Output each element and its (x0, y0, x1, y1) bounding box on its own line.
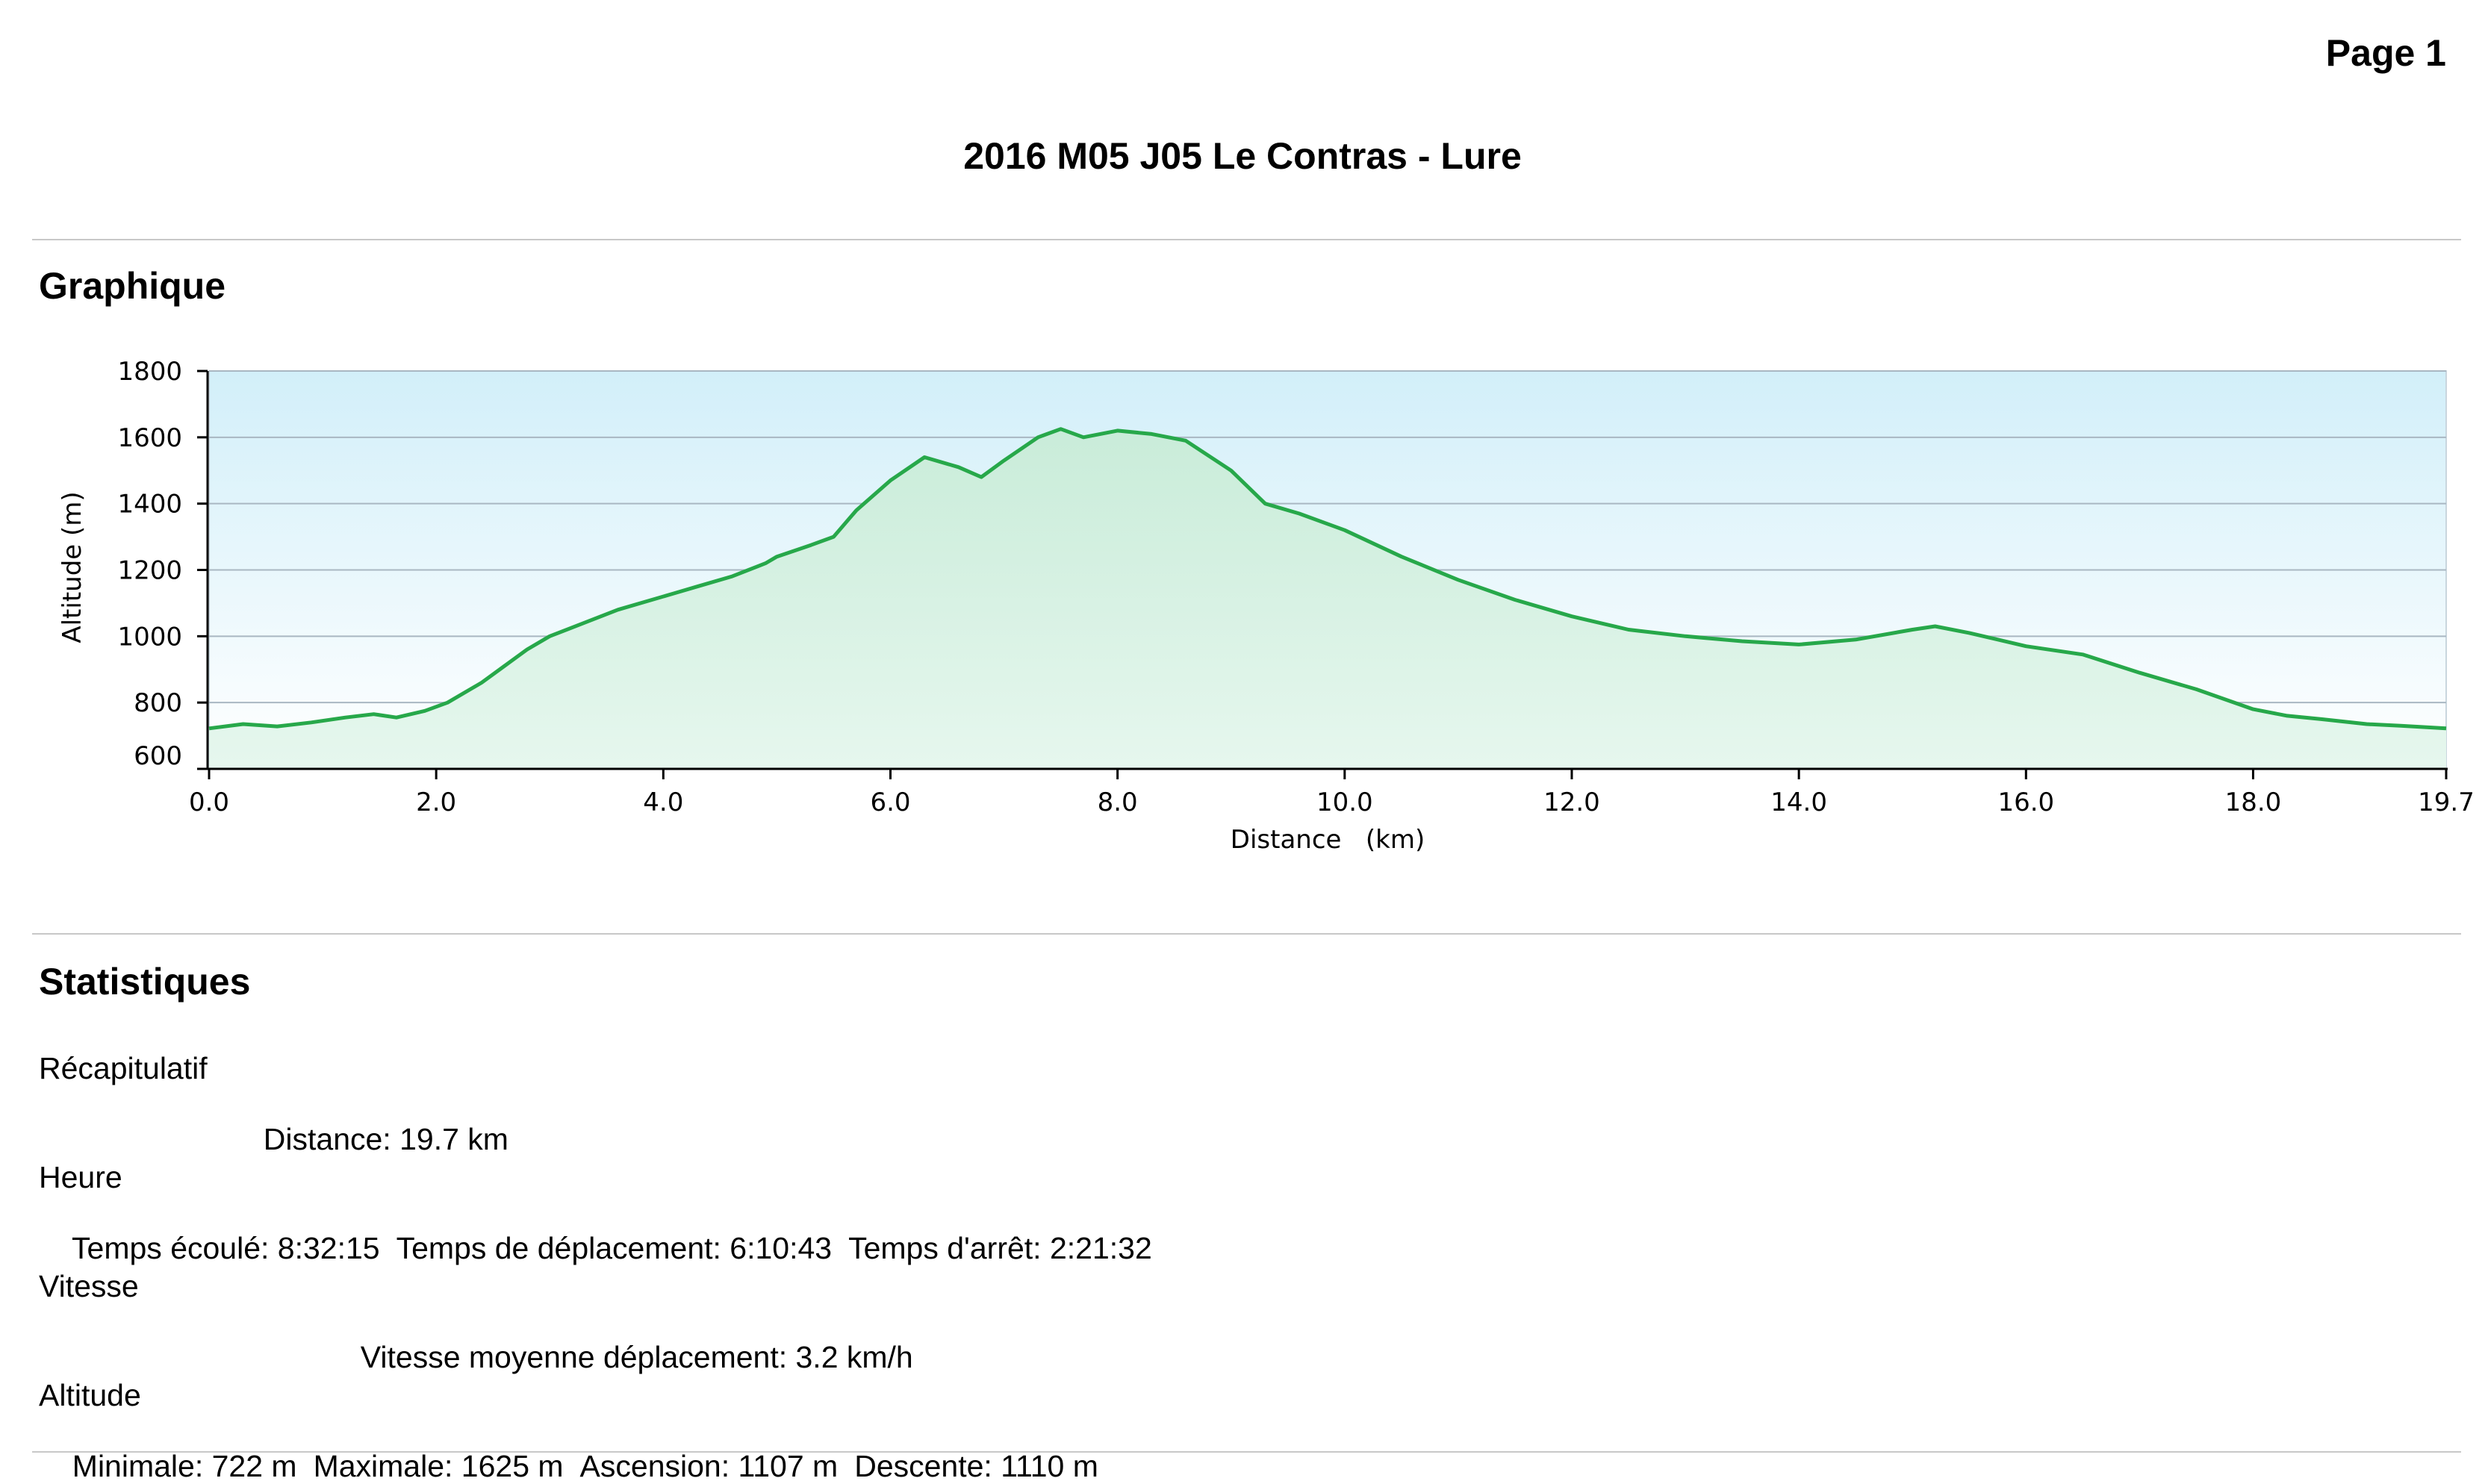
stopped-time-stat: Temps d'arrêt: 2:21:32 (848, 1231, 1152, 1265)
x-tick-label-4.0: 4.0 (643, 788, 683, 817)
x-tick-label-2.0: 2.0 (416, 788, 456, 817)
x-tick-label-18.0: 18.0 (2225, 788, 2282, 817)
x-tick-label-19.7: 19.7 (2418, 788, 2475, 817)
y-tick-label-1400: 1400 (117, 490, 182, 520)
x-tick-label-14.0: 14.0 (1770, 788, 1827, 817)
altitude-title: Altitude (39, 1378, 141, 1412)
y-ticks: 600 800 1000 1200 1400 1600 1800 (117, 357, 208, 771)
divider-bottom (32, 1451, 2461, 1453)
moving-time-stat: Temps de déplacement: 6:10:43 (396, 1231, 833, 1265)
elevation-area (209, 428, 2446, 769)
divider-middle (32, 933, 2461, 935)
y-tick-label-600: 600 (134, 741, 182, 771)
elapsed-time-stat: Temps écoulé: 8:32:15 (72, 1231, 380, 1265)
report-title: 2016 M05 J05 Le Contras - Lure (963, 135, 1522, 177)
max-altitude-stat: Maximale: 1625 m (313, 1449, 564, 1483)
elevation-line (208, 427, 2447, 731)
recap-values: Distance: 19.7 km (246, 1087, 525, 1157)
vitesse-title: Vitesse (39, 1269, 139, 1303)
ascent-stat: Ascension: 1107 m (579, 1449, 839, 1483)
min-altitude-stat: Minimale: 722 m (72, 1449, 297, 1483)
page-number-label: Page 1 (2325, 32, 2446, 74)
y-tick-label-1600: 1600 (117, 423, 182, 453)
stats-section-heading: Statistiques (39, 961, 251, 1003)
x-tick-label-16.0: 16.0 (1997, 788, 2054, 817)
x-ticks: 0.0 2.0 4.0 6.0 8.0 10.0 12.0 14.0 16.0 18.0 19.7 (189, 769, 2475, 817)
descent-stat: Descente: 1110 m (854, 1449, 1098, 1483)
y-tick-label-1800: 1800 (117, 357, 182, 387)
y-axis-label: Altitude (m) (57, 491, 87, 643)
elevation-chart: 600 800 1000 1200 1400 1600 1800 0.0 2.0 4.0 6.0 8… (57, 357, 2475, 855)
heure-title: Heure (39, 1160, 122, 1194)
x-tick-label-0.0: 0.0 (189, 788, 229, 817)
vitesse-values: Vitesse moyenne déplacement: 3.2 km/h (343, 1305, 930, 1375)
x-axis-label: Distance (km) (1231, 825, 1425, 855)
divider-top (32, 239, 2461, 240)
y-tick-label-1200: 1200 (117, 556, 182, 586)
y-tick-label-800: 800 (134, 688, 182, 718)
heure-values: Temps écoulé: 8:32:15 Temps de déplacemen… (55, 1196, 1169, 1266)
distance-stat: Distance: 19.7 km (263, 1122, 508, 1156)
avg-moving-speed-stat: Vitesse moyenne déplacement: 3.2 km/h (360, 1340, 913, 1374)
x-tick-label-12.0: 12.0 (1543, 788, 1600, 817)
x-tick-label-6.0: 6.0 (870, 788, 910, 817)
x-tick-label-10.0: 10.0 (1316, 788, 1373, 817)
recap-title: Récapitulatif (39, 1051, 208, 1085)
x-tick-label-8.0: 8.0 (1098, 788, 1138, 817)
chart-section-heading: Graphique (39, 265, 226, 307)
altitude-values: Minimale: 722 m Maximale: 1625 m Ascension… (55, 1414, 1115, 1484)
y-tick-label-1000: 1000 (117, 622, 182, 652)
